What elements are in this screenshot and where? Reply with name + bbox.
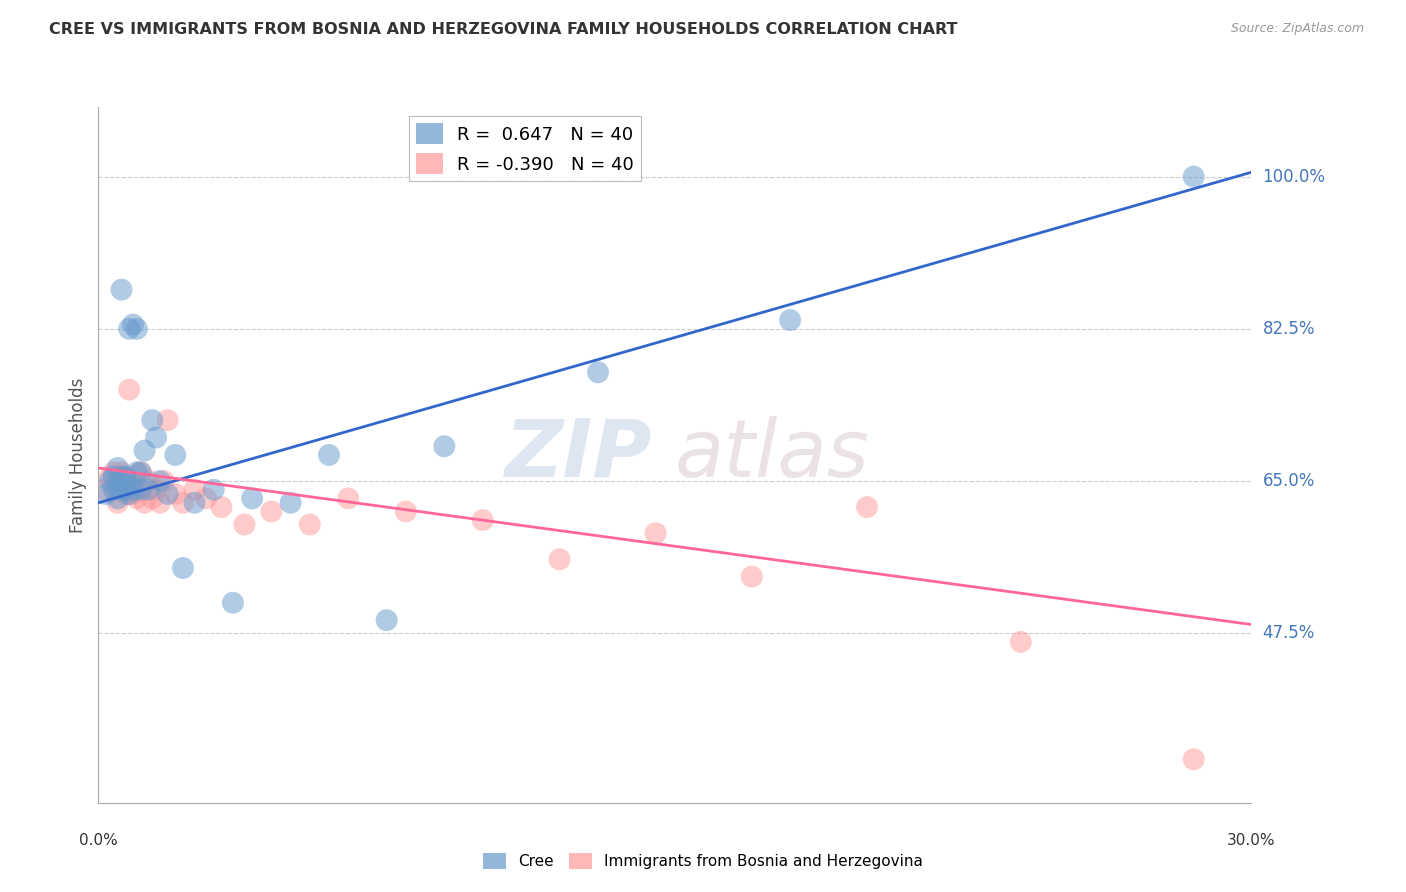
Point xyxy=(375,613,398,627)
Point xyxy=(114,483,136,497)
Point xyxy=(103,465,125,479)
Point xyxy=(114,469,136,483)
Point xyxy=(141,413,163,427)
Text: 82.5%: 82.5% xyxy=(1263,320,1315,338)
Text: CREE VS IMMIGRANTS FROM BOSNIA AND HERZEGOVINA FAMILY HOUSEHOLDS CORRELATION CHA: CREE VS IMMIGRANTS FROM BOSNIA AND HERZE… xyxy=(49,22,957,37)
Point xyxy=(118,483,141,497)
Y-axis label: Family Households: Family Households xyxy=(69,377,87,533)
Point xyxy=(1182,169,1205,184)
Point xyxy=(318,448,340,462)
Text: ZIP: ZIP xyxy=(505,416,652,494)
Text: 47.5%: 47.5% xyxy=(1263,624,1315,642)
Point xyxy=(183,496,205,510)
Text: Source: ZipAtlas.com: Source: ZipAtlas.com xyxy=(1230,22,1364,36)
Point xyxy=(280,496,302,510)
Point xyxy=(118,478,141,492)
Point xyxy=(107,478,129,492)
Point xyxy=(129,465,152,479)
Point xyxy=(856,500,879,514)
Text: 100.0%: 100.0% xyxy=(1263,168,1326,186)
Point xyxy=(125,483,148,497)
Point xyxy=(222,596,245,610)
Point xyxy=(125,322,148,336)
Point xyxy=(152,474,174,488)
Point xyxy=(233,517,256,532)
Point xyxy=(125,465,148,479)
Point xyxy=(125,491,148,506)
Point xyxy=(779,313,801,327)
Point xyxy=(149,474,172,488)
Point xyxy=(110,469,132,483)
Point xyxy=(94,483,117,497)
Point xyxy=(145,431,167,445)
Point xyxy=(172,496,194,510)
Point xyxy=(94,487,117,501)
Point xyxy=(165,487,187,501)
Point xyxy=(586,365,609,379)
Point xyxy=(110,283,132,297)
Point xyxy=(122,483,145,497)
Point xyxy=(114,469,136,483)
Point xyxy=(122,318,145,332)
Point xyxy=(110,483,132,497)
Point xyxy=(98,474,121,488)
Point xyxy=(156,413,179,427)
Text: 0.0%: 0.0% xyxy=(79,833,118,848)
Point xyxy=(156,487,179,501)
Point xyxy=(110,483,132,497)
Point xyxy=(260,504,283,518)
Point xyxy=(134,496,156,510)
Point xyxy=(165,448,187,462)
Point xyxy=(141,491,163,506)
Point xyxy=(114,487,136,501)
Point xyxy=(149,496,172,510)
Point xyxy=(122,487,145,501)
Point xyxy=(172,561,194,575)
Point xyxy=(202,483,225,497)
Point xyxy=(209,500,232,514)
Point xyxy=(240,491,263,506)
Point xyxy=(644,526,666,541)
Point xyxy=(298,517,321,532)
Legend: R =  0.647   N = 40, R = -0.390   N = 40: R = 0.647 N = 40, R = -0.390 N = 40 xyxy=(409,116,641,181)
Point xyxy=(134,443,156,458)
Point xyxy=(118,383,141,397)
Point xyxy=(103,469,125,483)
Text: 30.0%: 30.0% xyxy=(1227,833,1275,848)
Point xyxy=(129,483,152,497)
Point xyxy=(548,552,571,566)
Point xyxy=(138,474,160,488)
Point xyxy=(129,465,152,479)
Text: 65.0%: 65.0% xyxy=(1263,472,1315,490)
Point xyxy=(107,474,129,488)
Point xyxy=(395,504,418,518)
Point xyxy=(122,474,145,488)
Point xyxy=(433,439,456,453)
Point xyxy=(118,487,141,501)
Point xyxy=(107,491,129,506)
Point xyxy=(138,483,160,497)
Point xyxy=(195,491,218,506)
Point xyxy=(183,483,205,497)
Point xyxy=(107,461,129,475)
Point xyxy=(741,570,763,584)
Point xyxy=(337,491,360,506)
Text: atlas: atlas xyxy=(675,416,870,494)
Point xyxy=(98,469,121,483)
Point xyxy=(471,513,494,527)
Point xyxy=(107,496,129,510)
Point xyxy=(110,465,132,479)
Point xyxy=(1182,752,1205,766)
Point xyxy=(103,483,125,497)
Point xyxy=(1010,635,1032,649)
Point xyxy=(118,322,141,336)
Point xyxy=(145,483,167,497)
Legend: Cree, Immigrants from Bosnia and Herzegovina: Cree, Immigrants from Bosnia and Herzego… xyxy=(477,847,929,875)
